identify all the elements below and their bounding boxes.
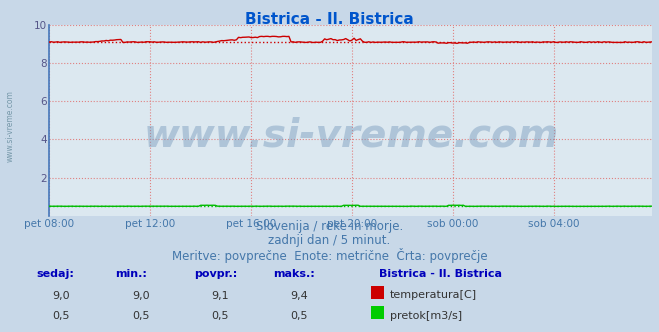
Text: 9,1: 9,1 (211, 290, 229, 300)
Text: sedaj:: sedaj: (36, 269, 74, 279)
Text: min.:: min.: (115, 269, 147, 279)
Text: pretok[m3/s]: pretok[m3/s] (390, 311, 462, 321)
Text: zadnji dan / 5 minut.: zadnji dan / 5 minut. (268, 234, 391, 247)
Text: 0,5: 0,5 (53, 311, 71, 321)
Text: 0,5: 0,5 (132, 311, 150, 321)
Text: maks.:: maks.: (273, 269, 315, 279)
Text: Bistrica - Il. Bistrica: Bistrica - Il. Bistrica (245, 12, 414, 27)
Text: Bistrica - Il. Bistrica: Bistrica - Il. Bistrica (379, 269, 502, 279)
Text: 9,0: 9,0 (53, 290, 71, 300)
Text: 0,5: 0,5 (211, 311, 229, 321)
Text: Slovenija / reke in morje.: Slovenija / reke in morje. (256, 220, 403, 233)
Text: 9,4: 9,4 (290, 290, 308, 300)
Text: www.si-vreme.com: www.si-vreme.com (143, 117, 559, 155)
Text: temperatura[C]: temperatura[C] (390, 290, 477, 300)
Text: 0,5: 0,5 (290, 311, 308, 321)
Text: povpr.:: povpr.: (194, 269, 238, 279)
Text: 9,0: 9,0 (132, 290, 150, 300)
Text: www.si-vreme.com: www.si-vreme.com (5, 90, 14, 162)
Text: Meritve: povprečne  Enote: metrične  Črta: povprečje: Meritve: povprečne Enote: metrične Črta:… (172, 248, 487, 263)
